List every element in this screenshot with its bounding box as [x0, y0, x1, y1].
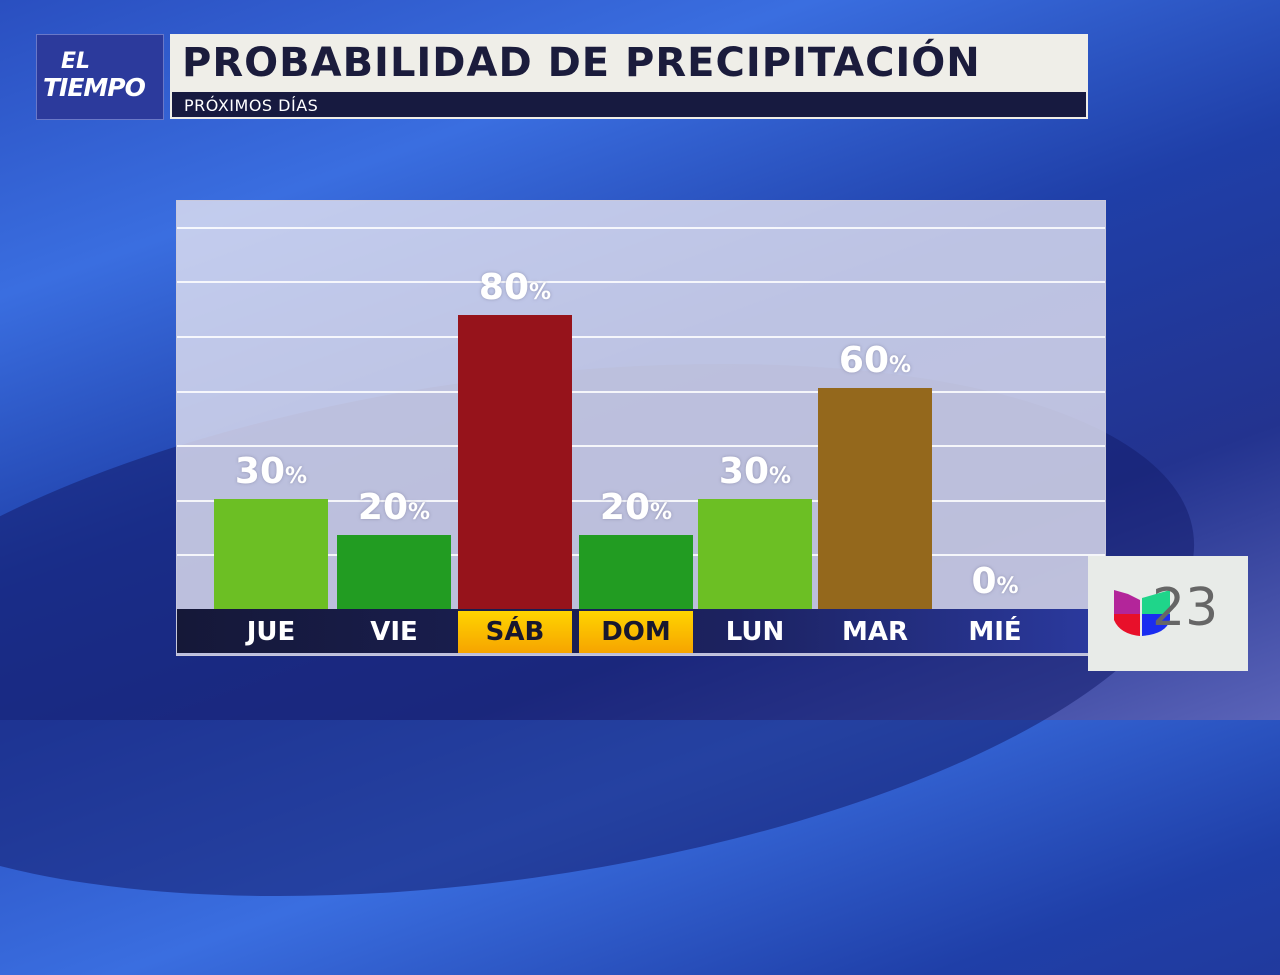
category-label: DOM	[579, 611, 693, 653]
data-label: 20	[599, 487, 651, 529]
gridline	[177, 281, 1105, 284]
univision-u-icon	[1114, 590, 1170, 636]
bar-lun	[698, 498, 812, 609]
data-label-unit: %	[285, 463, 308, 489]
station-number: 23	[1152, 578, 1219, 638]
category-label: LUN	[725, 617, 785, 647]
bar-vie	[337, 535, 451, 609]
data-label: 0	[971, 561, 997, 602]
bar-jue	[214, 498, 328, 609]
title-banner: PROBABILIDAD DE PRECIPITACIÓN	[170, 34, 1088, 92]
value-label-lun: 30%	[685, 451, 825, 492]
value-label-vie: 20%	[324, 487, 464, 528]
data-label: 80	[478, 266, 530, 308]
univision-23-logo: 23	[1088, 556, 1248, 671]
category-label: JUE	[246, 617, 296, 647]
el-tiempo-logo: EL TIEMPO	[36, 34, 164, 120]
data-label-unit: %	[996, 574, 1019, 599]
logo-line1: EL	[61, 49, 91, 74]
subtitle-banner: PRÓXIMOS DÍAS	[170, 92, 1088, 119]
data-label: 20	[357, 487, 409, 529]
plot-area: JUE VIE SÁB DOM LUN MAR MIÉ 30% 20% 80% 20% 30% 60%…	[176, 200, 1106, 656]
bar-mar	[818, 388, 932, 609]
value-label-dom: 20%	[566, 487, 706, 528]
bar-sáb	[458, 314, 572, 609]
data-label-unit: %	[408, 500, 431, 526]
data-label-unit: %	[529, 279, 552, 305]
gridline	[177, 445, 1105, 448]
bar-dom	[579, 535, 693, 609]
chart-title: PROBABILIDAD DE PRECIPITACIÓN	[182, 40, 981, 86]
category-label: MAR	[841, 617, 908, 647]
data-label: 30	[718, 450, 770, 492]
chart-subtitle: PRÓXIMOS DÍAS	[184, 96, 319, 115]
value-label-mar: 60%	[805, 340, 945, 381]
value-label-sáb: 80%	[445, 267, 585, 308]
value-label-mié: 0%	[925, 561, 1065, 602]
category-label: VIE	[370, 617, 418, 647]
category-label: MIÉ	[968, 617, 1022, 647]
category-axis: JUE VIE SÁB DOM LUN MAR MIÉ	[177, 609, 1105, 653]
data-label-unit: %	[889, 353, 912, 379]
data-label-unit: %	[650, 500, 673, 526]
gridline	[177, 336, 1105, 338]
gridline	[177, 499, 1105, 502]
data-label: 60	[838, 340, 890, 382]
data-label-unit: %	[769, 463, 792, 489]
data-label: 30	[234, 450, 286, 492]
category-label: SÁB	[458, 611, 572, 653]
logo-line2: TIEMPO	[43, 73, 146, 102]
gridline	[177, 390, 1105, 393]
value-label-jue: 30%	[201, 451, 341, 492]
gridline	[177, 226, 1105, 229]
